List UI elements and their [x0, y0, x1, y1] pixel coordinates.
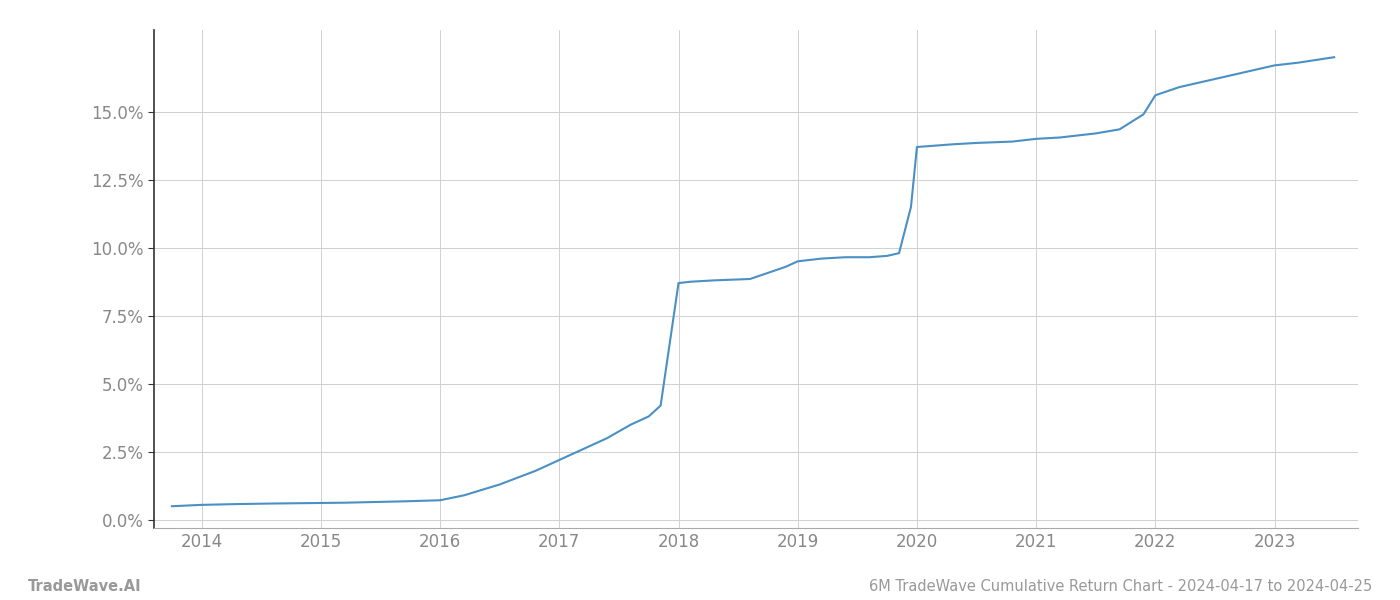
Text: TradeWave.AI: TradeWave.AI	[28, 579, 141, 594]
Text: 6M TradeWave Cumulative Return Chart - 2024-04-17 to 2024-04-25: 6M TradeWave Cumulative Return Chart - 2…	[869, 579, 1372, 594]
